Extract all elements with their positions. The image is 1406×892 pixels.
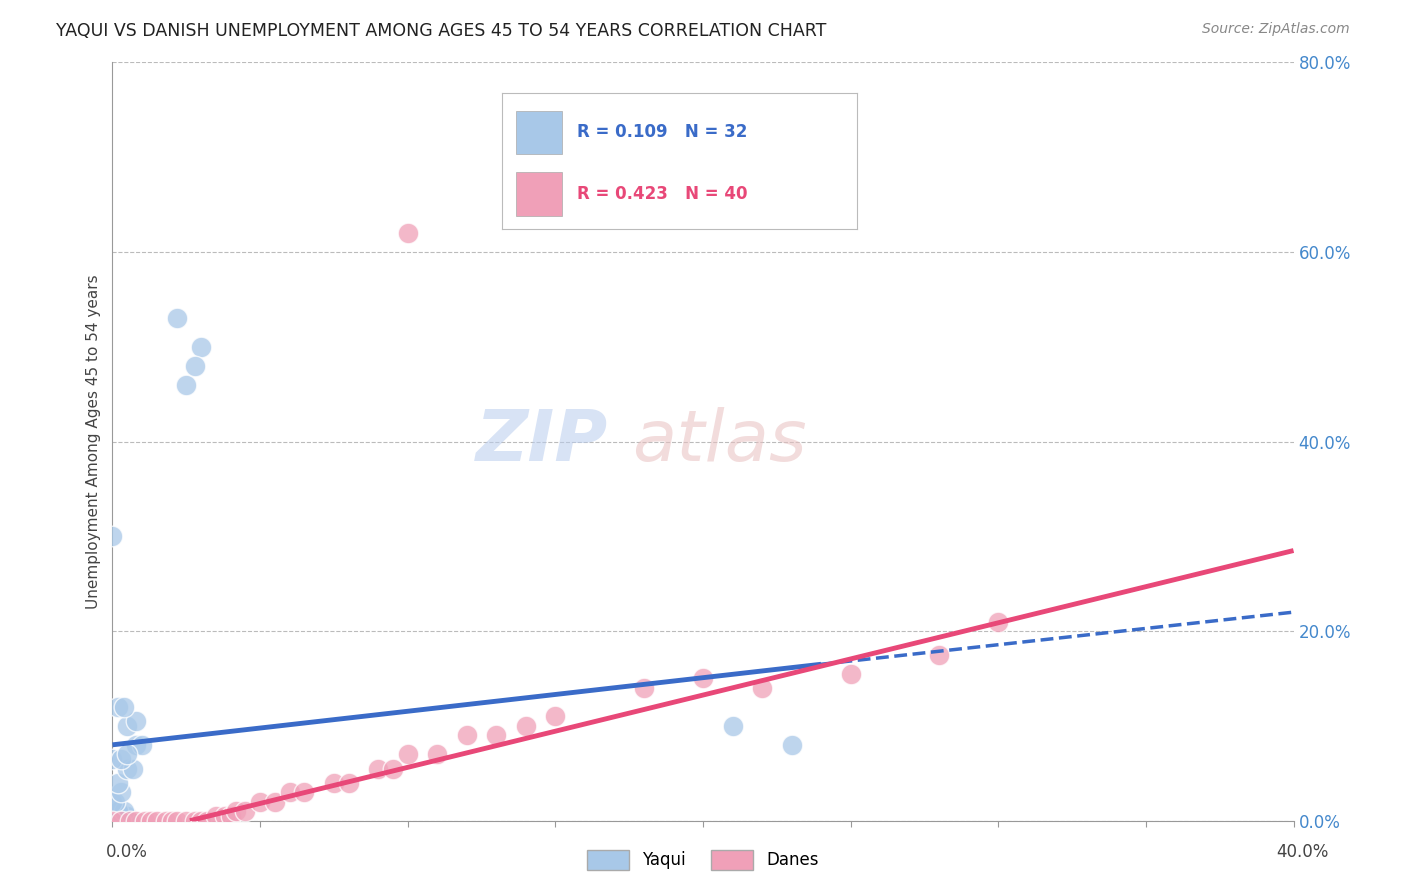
- Legend: Yaqui, Danes: Yaqui, Danes: [581, 843, 825, 877]
- Point: [233, 804, 256, 818]
- Point: [110, 785, 132, 799]
- Point: [721, 719, 744, 733]
- Point: [122, 762, 145, 776]
- Point: [987, 615, 1010, 629]
- Point: [125, 714, 148, 728]
- Point: [104, 809, 127, 823]
- Point: [104, 795, 127, 809]
- Point: [166, 311, 188, 326]
- Point: [146, 814, 169, 828]
- Point: [101, 795, 124, 809]
- Text: 0.0%: 0.0%: [105, 843, 148, 861]
- Point: [101, 529, 124, 543]
- Text: atlas: atlas: [633, 407, 807, 476]
- Point: [101, 814, 124, 828]
- Point: [125, 814, 148, 828]
- Point: [214, 809, 236, 823]
- Point: [112, 804, 135, 818]
- Point: [396, 226, 419, 240]
- Point: [323, 776, 346, 790]
- Point: [839, 666, 862, 681]
- Point: [692, 672, 714, 686]
- Point: [278, 785, 301, 799]
- Text: Source: ZipAtlas.com: Source: ZipAtlas.com: [1202, 22, 1350, 37]
- Point: [112, 814, 135, 828]
- Point: [928, 648, 950, 662]
- Point: [101, 752, 124, 766]
- Point: [292, 785, 315, 799]
- Point: [633, 681, 655, 695]
- Point: [190, 814, 212, 828]
- Point: [219, 809, 242, 823]
- Point: [367, 762, 389, 776]
- Point: [101, 814, 124, 828]
- Point: [120, 814, 142, 828]
- Point: [117, 747, 138, 762]
- Point: [117, 762, 138, 776]
- Text: YAQUI VS DANISH UNEMPLOYMENT AMONG AGES 45 TO 54 YEARS CORRELATION CHART: YAQUI VS DANISH UNEMPLOYMENT AMONG AGES …: [56, 22, 827, 40]
- Point: [107, 776, 129, 790]
- Point: [780, 738, 803, 752]
- Point: [112, 699, 135, 714]
- Y-axis label: Unemployment Among Ages 45 to 54 years: Unemployment Among Ages 45 to 54 years: [86, 274, 101, 609]
- Point: [107, 699, 129, 714]
- Point: [107, 804, 129, 818]
- Point: [195, 814, 218, 828]
- Point: [166, 814, 188, 828]
- Point: [139, 814, 162, 828]
- Point: [174, 377, 197, 392]
- Point: [184, 359, 207, 373]
- Point: [184, 814, 207, 828]
- Point: [174, 814, 197, 828]
- Point: [249, 795, 271, 809]
- Point: [134, 814, 156, 828]
- Point: [110, 752, 132, 766]
- Point: [544, 709, 567, 723]
- Text: 40.0%: 40.0%: [1277, 843, 1329, 861]
- Point: [456, 728, 478, 742]
- Text: ZIP: ZIP: [477, 407, 609, 476]
- Point: [225, 804, 247, 818]
- Point: [382, 762, 405, 776]
- Point: [125, 738, 148, 752]
- Point: [515, 719, 537, 733]
- Point: [117, 719, 138, 733]
- Point: [337, 776, 360, 790]
- Point: [120, 814, 142, 828]
- Point: [110, 809, 132, 823]
- Point: [160, 814, 183, 828]
- Point: [131, 738, 153, 752]
- Point: [205, 809, 228, 823]
- Point: [485, 728, 508, 742]
- Point: [190, 340, 212, 354]
- Point: [110, 814, 132, 828]
- Point: [101, 804, 124, 818]
- Point: [426, 747, 449, 762]
- Point: [155, 814, 177, 828]
- Point: [751, 681, 773, 695]
- Point: [117, 809, 138, 823]
- Point: [396, 747, 419, 762]
- Point: [264, 795, 287, 809]
- Point: [107, 814, 129, 828]
